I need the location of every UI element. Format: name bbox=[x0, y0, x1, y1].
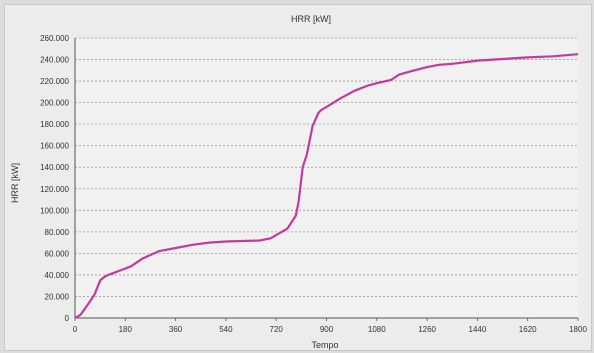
axes bbox=[74, 38, 579, 321]
y-tick-label: 220.000 bbox=[40, 77, 69, 86]
x-tick-label: 540 bbox=[219, 325, 233, 334]
y-tick-label: 160.000 bbox=[40, 142, 69, 151]
y-tick-labels: 0 20.000 40.000 60.000 80.000 100.000 120.000 1… bbox=[40, 34, 69, 323]
plot-area bbox=[75, 38, 578, 318]
y-tick-label: 200.000 bbox=[40, 99, 69, 108]
y-axis-label: HRR [kW] bbox=[10, 163, 20, 203]
y-tick-label: 180.000 bbox=[40, 120, 69, 129]
x-tick-label: 1440 bbox=[469, 325, 487, 334]
chart-frame: 0 20.000 40.000 60.000 80.000 100.000 120.000 1… bbox=[4, 4, 592, 351]
x-tick-label: 360 bbox=[169, 325, 183, 334]
y-tick-label: 40.000 bbox=[45, 271, 70, 280]
y-tick-label: 80.000 bbox=[45, 228, 70, 237]
x-tick-label: 0 bbox=[73, 325, 78, 334]
x-axis-label: Tempo bbox=[311, 340, 338, 350]
x-tick-label: 1260 bbox=[418, 325, 436, 334]
y-tick-label: 0 bbox=[65, 314, 70, 323]
x-tick-label: 720 bbox=[270, 325, 284, 334]
y-tick-label: 60.000 bbox=[45, 249, 70, 258]
y-tick-label: 100.000 bbox=[40, 206, 69, 215]
hrr-line-chart: 0 20.000 40.000 60.000 80.000 100.000 120.000 1… bbox=[10, 14, 588, 350]
x-tick-label: 1620 bbox=[519, 325, 537, 334]
series-line bbox=[74, 53, 579, 319]
gridlines bbox=[75, 37, 578, 318]
y-tick-label: 140.000 bbox=[40, 163, 69, 172]
x-tick-label: 1800 bbox=[569, 325, 587, 334]
x-tick-label: 180 bbox=[119, 325, 133, 334]
x-tick-label: 1080 bbox=[368, 325, 386, 334]
x-tick-labels: 0 180 360 540 720 900 1080 1260 1440 1620 1800 bbox=[73, 325, 588, 334]
y-tick-label: 20.000 bbox=[45, 292, 70, 301]
x-tick-label: 900 bbox=[320, 325, 334, 334]
y-tick-label: 260.000 bbox=[40, 34, 69, 43]
y-tick-label: 120.000 bbox=[40, 185, 69, 194]
y-tick-label: 240.000 bbox=[40, 56, 69, 65]
chart-title: HRR [kW] bbox=[291, 14, 331, 24]
